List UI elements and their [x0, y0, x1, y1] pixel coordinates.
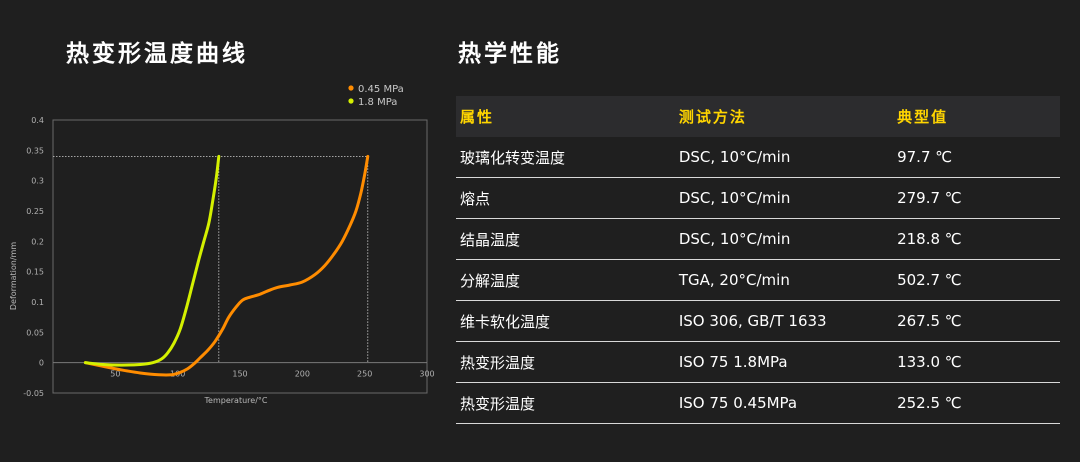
legend-marker-18 — [348, 98, 354, 104]
plot-frame — [52, 119, 428, 394]
y-tick-label: 0.1 — [31, 298, 44, 307]
cell-value: 133.0 ℃ — [893, 341, 1060, 383]
legend-label-18: 1.8 MPa — [358, 97, 397, 108]
cell-method: ISO 75 1.8MPa — [674, 341, 894, 383]
y-tick-label: -0.05 — [23, 389, 44, 398]
y-tick-label: 0.15 — [26, 268, 44, 277]
series-line-045mpa — [83, 154, 370, 377]
thermal-properties-table: 属性 测试方法 典型值 玻璃化转变温度 DSC, 10°C/min 97.7 ℃… — [456, 96, 1060, 424]
table-header-row: 属性 测试方法 典型值 — [456, 96, 1060, 137]
cell-method: ISO 306, GB/T 1633 — [674, 300, 894, 342]
table-section-title: 热学性能 — [458, 41, 562, 67]
reference-lines — [53, 156, 427, 364]
cell-value: 267.5 ℃ — [893, 300, 1060, 342]
x-tick-label: 250 — [357, 370, 372, 379]
y-tick-label: 0 — [39, 359, 44, 368]
table-row: 维卡软化温度 ISO 306, GB/T 1633 267.5 ℃ — [456, 300, 1060, 342]
series-layer — [83, 154, 370, 377]
x-axis-label: Temperature/°C — [204, 396, 268, 405]
y-axis-label: Deformation/mm — [9, 242, 18, 310]
deformation-chart: 0.45 MPa 1.8 MPa 0.40.350.30.250.20.150.… — [9, 84, 435, 405]
cell-property: 结晶温度 — [456, 218, 675, 260]
legend-label-045: 0.45 MPa — [358, 84, 404, 95]
header-property: 属性 — [456, 96, 675, 137]
header-test-method: 测试方法 — [674, 96, 894, 137]
table-row: 玻璃化转变温度 DSC, 10°C/min 97.7 ℃ — [456, 137, 1060, 178]
cell-value: 97.7 ℃ — [893, 137, 1060, 178]
cell-property: 热变形温度 — [456, 341, 675, 383]
table-row: 分解温度 TGA, 20°C/min 502.7 ℃ — [456, 259, 1060, 301]
y-tick-label: 0.05 — [26, 328, 44, 337]
y-tick-label: 0.35 — [26, 146, 44, 155]
cell-value: 218.8 ℃ — [893, 218, 1060, 260]
y-tick-label: 0.3 — [31, 177, 44, 186]
y-axis-ticks: 0.4 0.35 0.3 0.25 0.2 0.15 0.1 0.05 0 -0.05 — [23, 116, 44, 398]
cell-value: 279.7 ℃ — [893, 177, 1060, 219]
cell-property: 热变形温度 — [456, 382, 675, 424]
y-tick-label: 0.4 — [31, 116, 44, 125]
y-tick-label: 0.2 — [31, 237, 44, 246]
series-line-18mpa — [83, 154, 221, 367]
cell-method: ISO 75 0.45MPa — [674, 382, 894, 424]
cell-method: DSC, 10°C/min — [674, 177, 894, 219]
chart-legend: 0.45 MPa 1.8 MPa — [348, 84, 404, 108]
cell-method: DSC, 10°C/min — [674, 137, 894, 178]
cell-value: 252.5 ℃ — [893, 382, 1060, 424]
table-row: 热变形温度 ISO 75 1.8MPa 133.0 ℃ — [456, 341, 1060, 383]
header-typical-value: 典型值 — [893, 96, 1060, 137]
table-row: 结晶温度 DSC, 10°C/min 218.8 ℃ — [456, 218, 1060, 260]
cell-property: 维卡软化温度 — [456, 300, 675, 342]
legend-marker-045 — [348, 85, 354, 91]
cell-property: 熔点 — [456, 177, 675, 219]
cell-property: 玻璃化转变温度 — [456, 137, 675, 178]
x-tick-label: 300 — [419, 370, 434, 379]
chart-section-title: 热变形温度曲线 — [66, 41, 248, 67]
cell-method: DSC, 10°C/min — [674, 218, 894, 260]
cell-property: 分解温度 — [456, 259, 675, 301]
cell-value: 502.7 ℃ — [893, 259, 1060, 301]
table-row: 热变形温度 ISO 75 0.45MPa 252.5 ℃ — [456, 382, 1060, 424]
cell-method: TGA, 20°C/min — [674, 259, 894, 301]
x-tick-label: 150 — [232, 370, 247, 379]
table-row: 熔点 DSC, 10°C/min 279.7 ℃ — [456, 177, 1060, 219]
x-tick-label: 200 — [295, 370, 310, 379]
x-tick-label: 50 — [110, 370, 120, 379]
y-tick-label: 0.25 — [26, 207, 44, 216]
